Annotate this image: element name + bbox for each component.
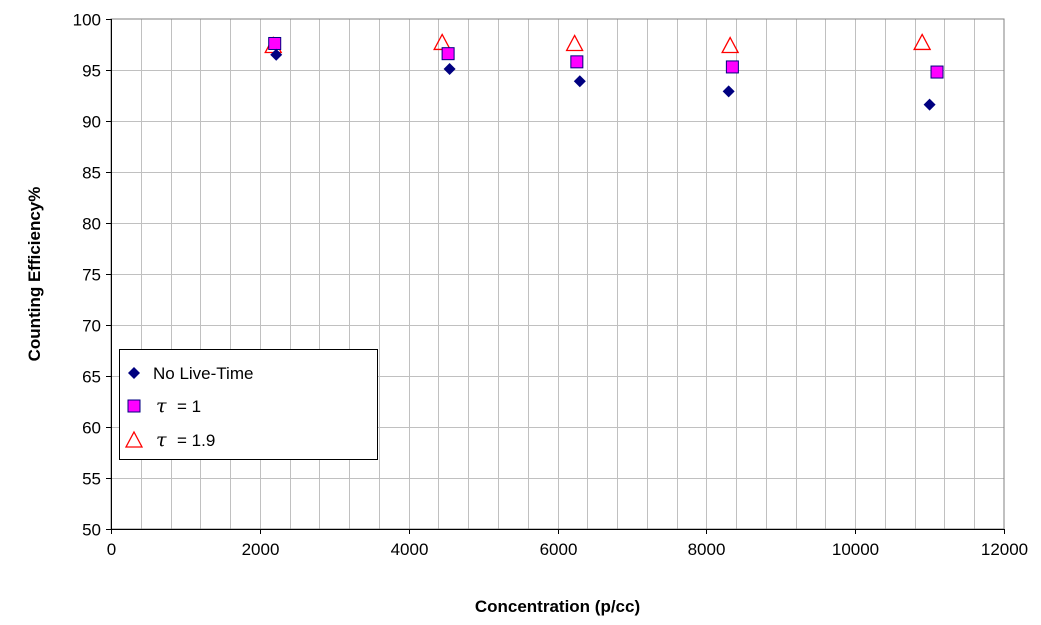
data-point [270,48,283,61]
data-point [565,34,584,52]
data-point [725,60,739,74]
y-axis-title: Counting Efficiency% [25,187,44,362]
x-tick-label: 6000 [540,540,578,559]
legend-marker [128,367,140,379]
legend-symbol: τ [156,395,167,417]
data-point [573,75,586,88]
y-tick-label: 90 [82,113,101,132]
tick-labels: 50 55 60 65 70 75 80 85 90 95 100 0 2000 4000 6000 8000… [73,11,1029,560]
legend-label: No Live-Time [153,364,253,383]
y-tick-label: 80 [82,215,101,234]
data-point [913,33,932,51]
data-point [722,85,735,98]
x-axis-title: Concentration (p/cc) [475,597,640,616]
y-tick-label: 100 [73,11,101,30]
data-point [923,98,936,111]
grid-lines [111,19,1004,529]
legend-marker [124,430,144,448]
data-point [721,36,740,54]
legend-label: = 1.9 [177,431,215,450]
y-tick-label: 85 [82,164,101,183]
y-tick-label: 75 [82,266,101,285]
legend: No Live-Time τ = 1 τ = 1.9 [119,349,378,460]
x-tick-label: 10000 [832,540,879,559]
x-tick-label: 12000 [981,540,1028,559]
legend-box [119,349,378,460]
y-tick-label: 60 [82,419,101,438]
x-tick-label: 4000 [391,540,429,559]
x-tick-label: 0 [107,540,116,559]
data-point [441,47,455,61]
data-point [570,55,584,69]
y-tick-label: 55 [82,470,101,489]
x-tick-label: 8000 [688,540,726,559]
y-tick-label: 70 [82,317,101,336]
y-tick-label: 50 [82,521,101,540]
x-tick-label: 2000 [242,540,280,559]
data-point [443,62,456,75]
legend-label: = 1 [177,397,201,416]
y-tick-label: 95 [82,62,101,81]
data-point [930,65,944,79]
legend-symbol: τ [156,429,167,451]
data-point [268,36,282,50]
data-points [264,33,944,111]
legend-marker [127,399,141,413]
y-tick-label: 65 [82,368,101,387]
